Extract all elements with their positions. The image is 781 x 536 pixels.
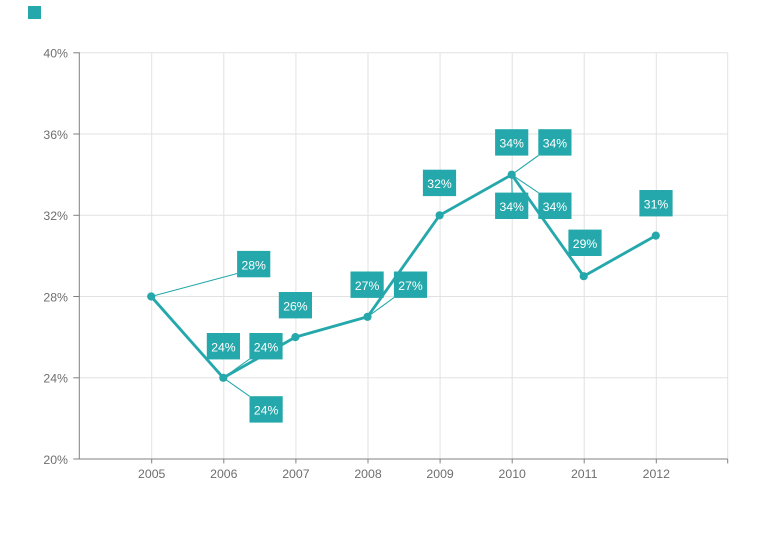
svg-text:32%: 32%: [43, 209, 68, 223]
svg-text:34%: 34%: [543, 200, 568, 214]
svg-text:2012: 2012: [643, 467, 671, 481]
svg-text:34%: 34%: [499, 200, 524, 214]
svg-text:40%: 40%: [43, 47, 68, 61]
svg-text:36%: 36%: [43, 128, 68, 142]
svg-text:20%: 20%: [43, 453, 68, 467]
svg-text:31%: 31%: [644, 197, 669, 211]
svg-text:2010: 2010: [499, 467, 527, 481]
svg-text:24%: 24%: [254, 404, 279, 418]
svg-text:28%: 28%: [241, 258, 266, 272]
svg-text:2007: 2007: [282, 467, 310, 481]
svg-text:2009: 2009: [426, 467, 454, 481]
svg-text:2005: 2005: [138, 467, 166, 481]
svg-text:24%: 24%: [254, 340, 279, 354]
svg-text:34%: 34%: [543, 137, 568, 151]
svg-text:26%: 26%: [283, 299, 308, 313]
svg-text:34%: 34%: [499, 137, 524, 151]
svg-text:27%: 27%: [355, 279, 380, 293]
svg-text:24%: 24%: [43, 372, 68, 386]
svg-text:28%: 28%: [43, 290, 68, 304]
svg-text:24%: 24%: [211, 340, 236, 354]
svg-text:27%: 27%: [398, 279, 423, 293]
svg-text:2011: 2011: [571, 467, 598, 481]
svg-text:2008: 2008: [354, 467, 382, 481]
svg-text:2006: 2006: [210, 467, 238, 481]
svg-text:32%: 32%: [427, 177, 452, 191]
svg-text:29%: 29%: [573, 237, 598, 251]
